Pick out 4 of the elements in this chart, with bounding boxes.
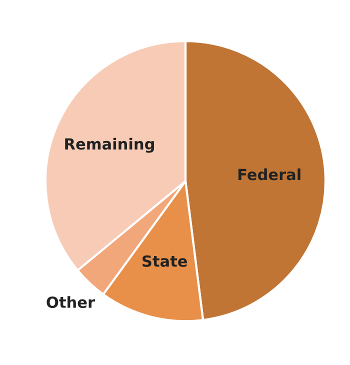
slice-label: Federal — [238, 168, 300, 180]
slice-label: Other — [46, 296, 95, 308]
slice-label: State — [142, 255, 188, 267]
slice-label: Remaining — [65, 138, 154, 153]
